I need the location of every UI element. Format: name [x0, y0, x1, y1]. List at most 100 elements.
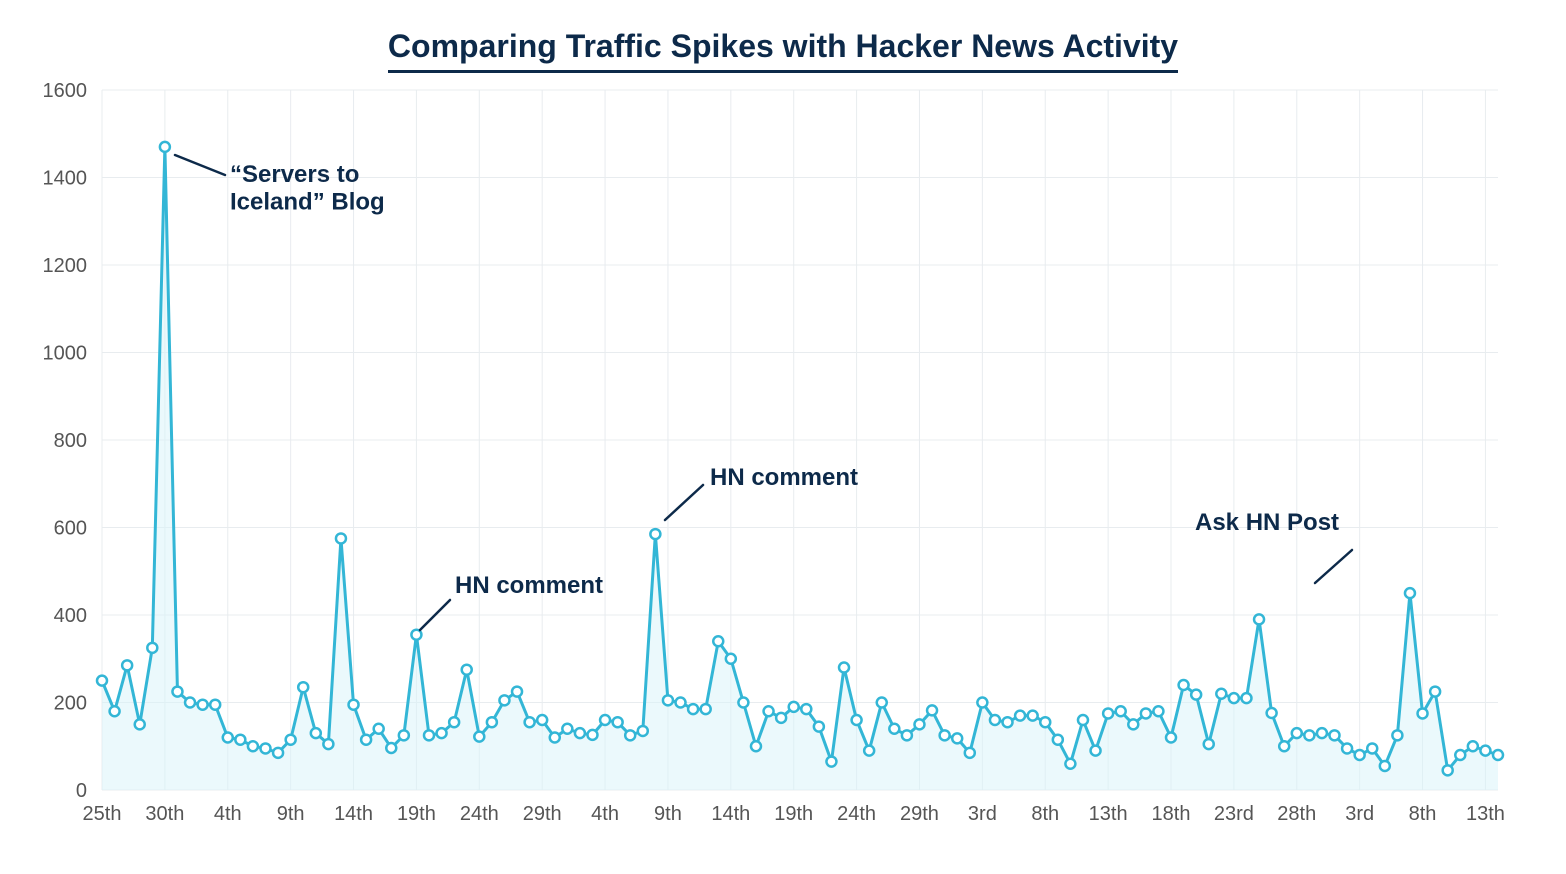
data-point	[1254, 614, 1264, 624]
data-point	[1468, 741, 1478, 751]
data-point	[952, 733, 962, 743]
data-point	[701, 704, 711, 714]
data-point	[437, 728, 447, 738]
data-point	[1166, 733, 1176, 743]
data-point	[864, 746, 874, 756]
x-tick-label: 13th	[1089, 803, 1128, 825]
data-point	[110, 706, 120, 716]
data-point	[160, 142, 170, 152]
data-point	[1342, 743, 1352, 753]
data-point	[889, 724, 899, 734]
x-tick-label: 9th	[654, 803, 682, 825]
data-point	[386, 743, 396, 753]
data-point	[1003, 717, 1013, 727]
x-tick-label: 28th	[1277, 803, 1316, 825]
data-point	[399, 730, 409, 740]
x-tick-label: 29th	[523, 803, 562, 825]
x-tick-label: 24th	[837, 803, 876, 825]
x-tick-label: 3rd	[968, 803, 997, 825]
y-tick-label: 1600	[43, 80, 88, 102]
data-point	[688, 704, 698, 714]
data-point	[613, 717, 623, 727]
annotation-leader	[175, 155, 225, 175]
data-point	[1179, 680, 1189, 690]
data-point	[625, 730, 635, 740]
x-tick-label: 4th	[214, 803, 242, 825]
annotation-label: HN comment	[710, 464, 858, 491]
data-point	[587, 730, 597, 740]
data-point	[235, 735, 245, 745]
annotation-leader	[665, 485, 703, 520]
data-point	[323, 739, 333, 749]
data-point	[977, 698, 987, 708]
data-point	[474, 732, 484, 742]
data-point	[914, 719, 924, 729]
data-point	[1455, 750, 1465, 760]
y-tick-label: 1200	[43, 255, 88, 277]
data-point	[1078, 715, 1088, 725]
data-point	[1493, 750, 1503, 760]
data-point	[1317, 728, 1327, 738]
data-point	[1279, 741, 1289, 751]
annotation-leader	[1315, 550, 1352, 583]
data-point	[852, 715, 862, 725]
data-point	[260, 743, 270, 753]
y-tick-label: 800	[54, 430, 87, 452]
data-point	[499, 695, 509, 705]
data-point	[600, 715, 610, 725]
data-point	[1141, 708, 1151, 718]
data-point	[537, 715, 547, 725]
data-point	[738, 698, 748, 708]
data-point	[877, 698, 887, 708]
data-point	[1241, 693, 1251, 703]
data-point	[562, 724, 572, 734]
annotation-label: HN comment	[455, 572, 603, 599]
y-tick-label: 1400	[43, 168, 88, 190]
x-tick-label: 8th	[1031, 803, 1059, 825]
data-point	[361, 735, 371, 745]
data-point	[550, 733, 560, 743]
y-tick-label: 0	[76, 780, 87, 802]
data-point	[902, 730, 912, 740]
x-tick-label: 9th	[277, 803, 305, 825]
data-point	[927, 705, 937, 715]
traffic-line	[102, 147, 1498, 770]
data-point	[1128, 719, 1138, 729]
data-point	[1304, 730, 1314, 740]
data-point	[1065, 759, 1075, 769]
data-point	[1053, 735, 1063, 745]
data-point	[1355, 750, 1365, 760]
data-point	[575, 728, 585, 738]
data-point	[487, 717, 497, 727]
data-point	[449, 717, 459, 727]
x-tick-label: 18th	[1152, 803, 1191, 825]
data-point	[135, 719, 145, 729]
y-tick-label: 1000	[43, 343, 88, 365]
data-point	[1292, 728, 1302, 738]
data-point	[814, 722, 824, 732]
data-point	[1443, 765, 1453, 775]
x-tick-label: 30th	[145, 803, 184, 825]
data-point	[1040, 717, 1050, 727]
x-tick-label: 4th	[591, 803, 619, 825]
data-point	[210, 700, 220, 710]
data-point	[525, 717, 535, 727]
data-point	[1480, 746, 1490, 756]
data-point	[1028, 711, 1038, 721]
traffic-chart: 0200400600800100012001400160025th30th4th…	[0, 0, 1566, 874]
data-point	[751, 741, 761, 751]
data-point	[1418, 708, 1428, 718]
data-point	[198, 700, 208, 710]
data-point	[801, 704, 811, 714]
data-point	[1229, 693, 1239, 703]
data-point	[1267, 708, 1277, 718]
data-point	[1153, 706, 1163, 716]
data-point	[286, 735, 296, 745]
data-point	[349, 700, 359, 710]
title-underline	[388, 70, 1178, 73]
data-point	[311, 728, 321, 738]
data-point	[248, 741, 258, 751]
x-tick-label: 24th	[460, 803, 499, 825]
data-point	[1392, 730, 1402, 740]
x-tick-label: 14th	[711, 803, 750, 825]
